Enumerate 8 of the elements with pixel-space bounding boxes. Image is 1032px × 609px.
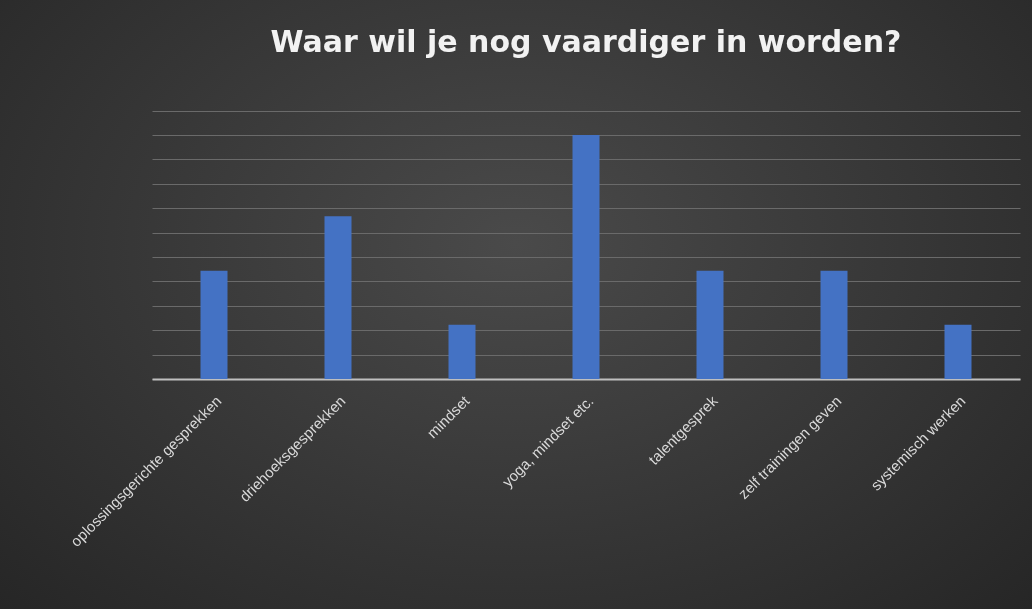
- bar: [820, 270, 848, 379]
- bar: [200, 270, 228, 379]
- bar: [696, 270, 724, 379]
- bar: [324, 216, 352, 379]
- chart-title: Waar wil je nog vaardiger in worden?: [270, 24, 902, 59]
- bar: [448, 324, 476, 379]
- bar: [572, 135, 600, 379]
- bar: [944, 324, 972, 379]
